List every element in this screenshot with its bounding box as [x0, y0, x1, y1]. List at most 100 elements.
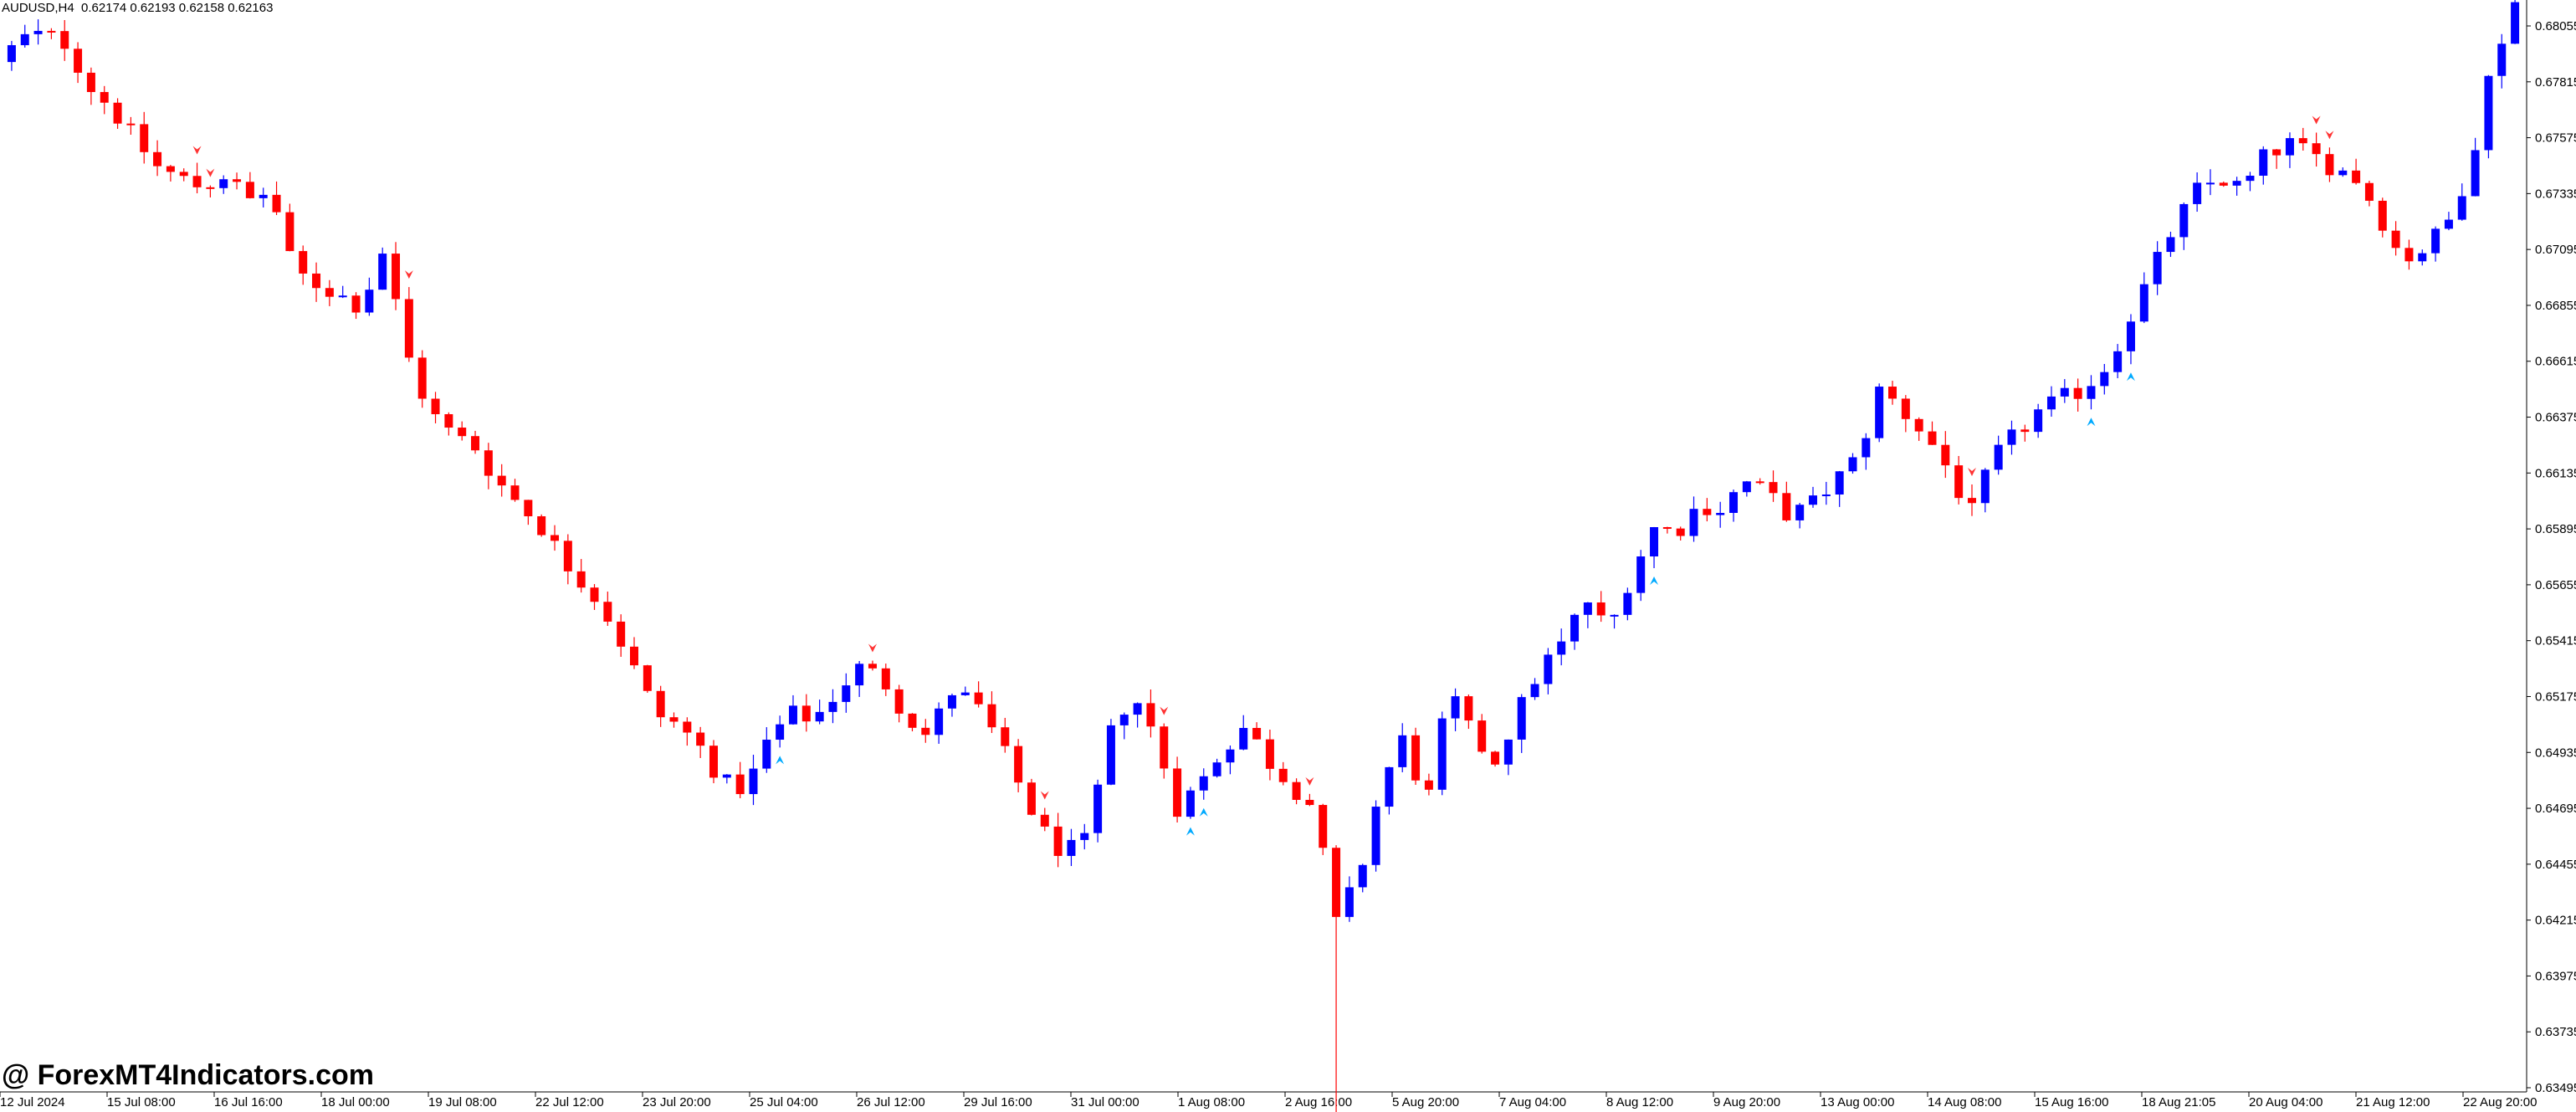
candle-body: [2391, 230, 2400, 249]
candle-body: [1570, 614, 1580, 642]
candle-body: [2007, 429, 2016, 445]
candle-body: [2272, 149, 2282, 156]
candle-body: [2179, 203, 2189, 238]
sell-arrow-icon: [2325, 131, 2334, 140]
sell-arrow-icon: [206, 168, 215, 177]
candle-body: [1001, 727, 1010, 746]
buy-arrow-icon: [1199, 807, 1208, 817]
candle-body: [7, 44, 16, 63]
candle-body: [192, 176, 202, 187]
candle-body: [2113, 351, 2123, 372]
candle-body: [2219, 182, 2228, 186]
candle-body: [497, 475, 506, 486]
candle-body: [894, 689, 904, 714]
candle-body: [2193, 182, 2202, 204]
candle-body: [590, 587, 599, 602]
candle-body: [1239, 728, 1248, 750]
candle-body: [431, 398, 440, 415]
candle-body: [1967, 498, 1976, 504]
candle-body: [683, 721, 692, 733]
candle-body: [1795, 505, 1805, 520]
candle-body: [2338, 170, 2348, 176]
candle-body: [113, 102, 122, 124]
candle-body: [259, 194, 268, 198]
candle-body: [404, 299, 413, 358]
candle-body: [960, 692, 970, 695]
candle-body: [1451, 696, 1460, 719]
candle-body: [1067, 839, 1076, 856]
candle-body: [788, 705, 797, 725]
candle-body: [1133, 703, 1142, 715]
candle-body: [1994, 444, 2003, 470]
candle-body: [1755, 481, 1764, 484]
price-tick-label: 0.66615: [2535, 355, 2576, 369]
candle-body: [1689, 509, 1698, 536]
candle-body: [1173, 768, 1182, 817]
candle-body: [1146, 703, 1155, 727]
candle-body: [458, 428, 467, 437]
candle-body: [1623, 592, 1632, 615]
sell-arrow-icon: [1305, 776, 1314, 786]
candle-body: [2232, 181, 2241, 186]
price-tick-label: 0.68055: [2535, 19, 2576, 33]
time-tick-label: 9 Aug 20:00: [1713, 1095, 1780, 1109]
price-tick-label: 0.67095: [2535, 243, 2576, 257]
buy-arrow-icon: [2087, 418, 2096, 427]
candle-body: [1053, 826, 1063, 856]
candle-body: [206, 187, 215, 189]
candle-body: [669, 717, 679, 722]
candle-body: [2484, 75, 2493, 151]
candle-body: [1093, 784, 1103, 833]
candle-body: [233, 179, 242, 182]
time-tick-label: 1 Aug 08:00: [1178, 1095, 1245, 1109]
candle-body: [2126, 321, 2135, 351]
candle-body: [1464, 696, 1473, 721]
candle-body: [219, 179, 228, 188]
watermark-text: @ ForexMT4Indicators.com: [2, 1059, 375, 1091]
price-tick-label: 0.63735: [2535, 1025, 2576, 1039]
candle-body: [749, 768, 758, 795]
candle-body: [1398, 735, 1407, 767]
candle-body: [510, 485, 520, 500]
candle-body: [33, 30, 43, 34]
candle-body: [1477, 720, 1487, 752]
candle-body: [60, 31, 69, 49]
candle-body: [1358, 864, 1367, 888]
candle-body: [1742, 481, 1751, 493]
candle-body: [537, 516, 546, 536]
time-tick-label: 31 Jul 00:00: [1071, 1095, 1139, 1109]
price-tick-label: 0.67815: [2535, 75, 2576, 90]
candle-body: [1954, 465, 1964, 499]
buy-arrow-icon: [776, 756, 785, 765]
sell-arrow-icon: [404, 270, 413, 279]
candle-body: [351, 295, 361, 313]
candle-body: [1875, 387, 1884, 438]
candle-body: [1186, 790, 1195, 817]
candle-body: [1769, 482, 1778, 494]
candle-body: [563, 541, 572, 571]
candle-body: [2073, 387, 2082, 399]
candle-body: [1106, 725, 1115, 785]
candle-body: [1729, 492, 1739, 514]
candle-body: [1610, 614, 1619, 617]
price-tick-label: 0.64935: [2535, 746, 2576, 760]
candle-body: [20, 33, 29, 45]
sell-arrow-icon: [2312, 115, 2321, 125]
time-tick-label: 15 Jul 08:00: [107, 1095, 176, 1109]
candle-body: [2404, 248, 2414, 262]
symbol-timeframe: AUDUSD,H4: [2, 1, 74, 15]
candle-body: [1636, 556, 1646, 593]
candle-body: [1385, 766, 1394, 807]
candle-body: [245, 182, 254, 198]
candle-body: [1027, 782, 1036, 815]
candle-body: [947, 694, 956, 709]
price-tick-label: 0.65655: [2535, 578, 2576, 592]
candle-body: [153, 151, 162, 167]
candle-body: [1503, 739, 1513, 765]
candle-body: [299, 251, 308, 274]
candle-body: [2511, 2, 2520, 44]
candle-body: [1332, 848, 1341, 917]
candle-body: [2352, 170, 2361, 183]
